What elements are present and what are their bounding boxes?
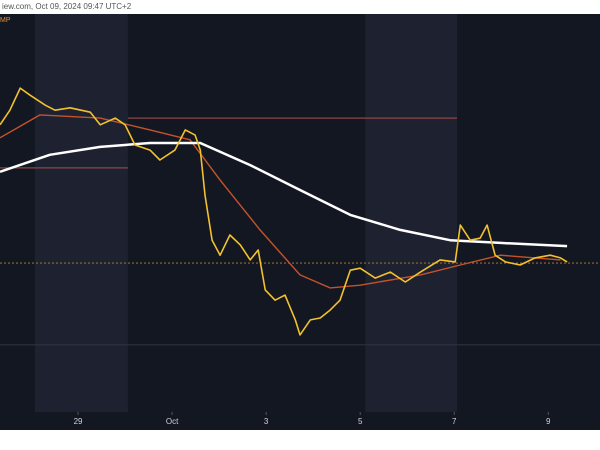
- session-band: [365, 14, 458, 412]
- series-line: [0, 87, 568, 336]
- axis-strip: [0, 412, 600, 430]
- indicator-note: MP: [0, 17, 11, 24]
- x-tick-label: Oct: [166, 417, 179, 426]
- session-band: [34, 14, 128, 412]
- x-tick-label: 29: [74, 417, 83, 426]
- series-line: [0, 114, 561, 289]
- x-tick-label: 9: [546, 417, 551, 426]
- header-text: iew.com, Oct 09, 2024 09:47 UTC+2: [2, 2, 132, 11]
- x-tick-label: 5: [358, 417, 363, 426]
- header-bar: [0, 0, 600, 14]
- x-tick-label: 3: [264, 417, 269, 426]
- x-tick-label: 7: [452, 417, 457, 426]
